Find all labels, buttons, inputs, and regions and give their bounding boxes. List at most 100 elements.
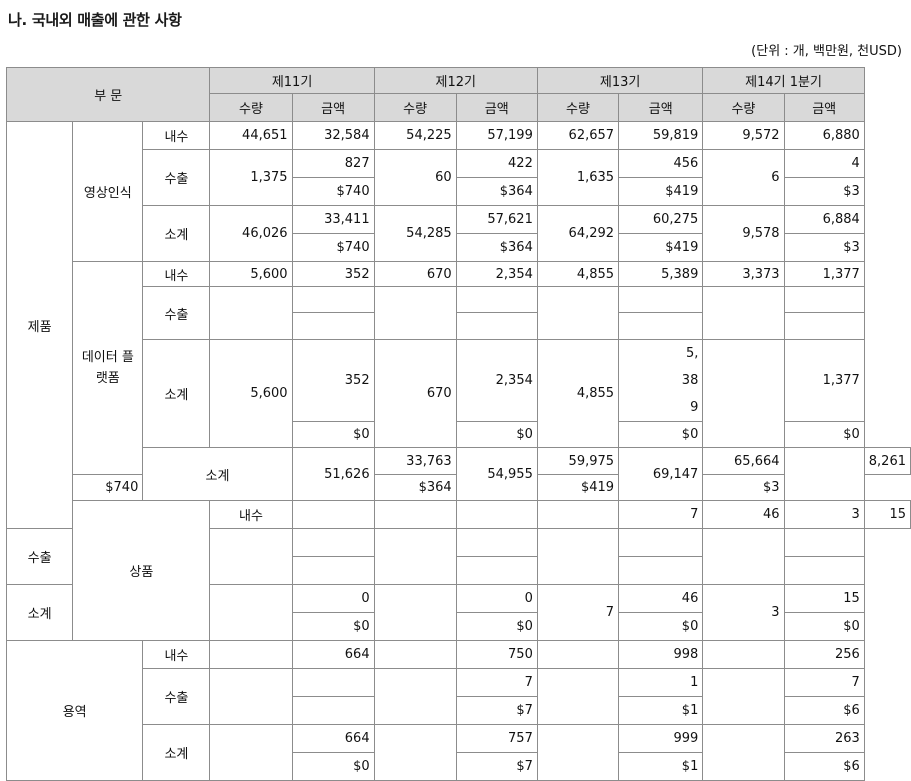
cell-amt (291, 528, 375, 557)
cell-amt: 664 (291, 724, 375, 753)
cell-amt: 65,664 (702, 447, 785, 475)
cell-usd: $364 (455, 177, 538, 206)
header-period: 제14기 1분기 (702, 67, 865, 94)
cell-amt (291, 668, 375, 697)
cell-amt: 263 (783, 724, 865, 753)
cell-qty: 62,657 (536, 121, 620, 150)
row-label-subtotal: 소계 (142, 205, 211, 262)
cell-qty: 9,572 (702, 121, 785, 150)
cell-amt: 46 (618, 584, 704, 613)
cell-qty (702, 286, 785, 340)
cell-amt (373, 500, 457, 529)
cell-usd: $419 (618, 233, 704, 262)
cell-amt: 998 (618, 640, 704, 669)
cell-qty (373, 640, 457, 669)
cell-qty: 64,292 (536, 205, 620, 262)
cell-amt: 57,199 (455, 121, 538, 150)
cell-usd (291, 312, 375, 340)
row-label-export: 수출 (142, 286, 211, 340)
cell-amt: 1,377 (783, 339, 865, 422)
cell-usd: $0 (618, 612, 704, 641)
cell-qty: 54,225 (373, 121, 457, 150)
cell-usd: $740 (291, 233, 375, 262)
cell-usd (291, 696, 375, 725)
cell-amt: 999 (618, 724, 704, 753)
category-service: 용역 (5, 640, 144, 781)
cell-amt: 15 (783, 584, 865, 613)
header-amt: 금액 (291, 93, 375, 122)
cell-qty: 54,955 (455, 447, 538, 501)
cell-qty: 7 (618, 500, 704, 529)
header-amt: 금액 (618, 93, 704, 122)
header-qty: 수량 (209, 93, 293, 122)
cell-qty: 3,373 (702, 261, 785, 287)
cell-amt (455, 528, 538, 557)
header-amt: 금액 (783, 93, 865, 122)
row-label-export: 수출 (142, 668, 211, 725)
cell-amt (536, 500, 620, 529)
cell-amt: 32,584 (291, 121, 375, 150)
cell-usd (291, 556, 375, 585)
cell-amt: 59,975 (536, 447, 620, 475)
cell-amt: 2,354 (455, 339, 538, 422)
cell-amt (618, 528, 704, 557)
cell-qty (455, 500, 538, 529)
cell-amt (291, 286, 375, 313)
category-product: 제품 (5, 121, 74, 529)
cell-usd (783, 556, 865, 585)
row-label-export: 수출 (5, 528, 74, 585)
cell-amt: 750 (455, 640, 538, 669)
cell-amt: 827 (291, 149, 375, 178)
cell-usd: $0 (291, 752, 375, 781)
cell-qty (536, 668, 620, 725)
header-division: 부 문 (5, 67, 211, 122)
cell-qty: 46,026 (209, 205, 293, 262)
cell-qty (373, 668, 457, 725)
cell-qty (536, 724, 620, 781)
cell-usd: $0 (291, 612, 375, 641)
cell-amt: 60,275 (618, 205, 704, 234)
cell-usd (618, 312, 704, 340)
cell-usd: $6 (783, 696, 865, 725)
cell-qty (291, 500, 375, 529)
cell-qty (373, 286, 457, 340)
row-label-domestic: 내수 (142, 640, 211, 669)
cell-qty: 54,285 (373, 205, 457, 262)
cell-qty: 1,635 (536, 149, 620, 206)
cell-qty (209, 668, 293, 725)
cell-amt: 4 (783, 149, 865, 178)
cell-usd: $740 (72, 474, 144, 501)
cell-qty (373, 584, 457, 641)
cell-amt: 7 (783, 668, 865, 697)
row-label-domestic: 내수 (209, 500, 293, 529)
cell-amt: 59,819 (618, 121, 704, 150)
cell-qty (536, 640, 620, 669)
cell-qty (209, 724, 293, 781)
cell-amt: 5,389 (618, 261, 704, 287)
cell-amt: 256 (783, 640, 865, 669)
cell-amt: 15 (863, 500, 911, 529)
row-label-subtotal: 소계 (142, 724, 211, 781)
header-period: 제13기 (536, 67, 704, 94)
cell-qty (373, 724, 457, 781)
row-label-domestic: 내수 (142, 261, 211, 287)
cell-amt: 1 (618, 668, 704, 697)
cell-usd: $0 (618, 421, 704, 448)
cell-usd: $0 (783, 612, 865, 641)
cell-amt: 1,377 (783, 261, 865, 287)
row-label-domestic: 내수 (142, 121, 211, 150)
cell-amt: 33,411 (291, 205, 375, 234)
cell-qty (209, 640, 293, 669)
cell-amt: 8,261 (863, 447, 911, 475)
cell-amt: 33,763 (373, 447, 457, 475)
subcategory-image-recognition: 영상인식 (72, 121, 144, 262)
cell-qty (536, 286, 620, 340)
cell-qty (702, 668, 785, 725)
cell-usd: $3 (783, 177, 865, 206)
cell-qty (783, 447, 865, 501)
cell-amt: 456 (618, 149, 704, 178)
cell-amt: 57,621 (455, 205, 538, 234)
cell-usd: $3 (702, 474, 785, 501)
cell-qty: 7 (536, 584, 620, 641)
cell-qty: 44,651 (209, 121, 293, 150)
